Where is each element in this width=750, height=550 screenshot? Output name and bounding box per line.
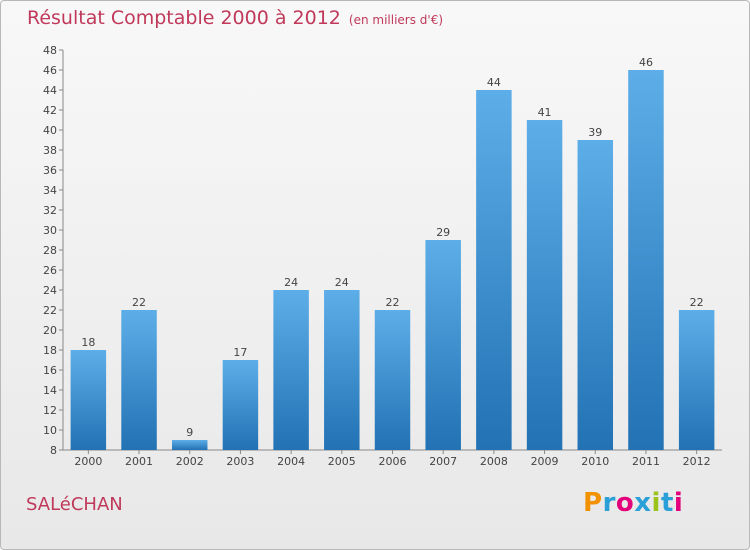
bar-2000 <box>70 350 107 450</box>
bar-2002 <box>171 440 208 450</box>
y-tick-label: 24 <box>43 284 57 297</box>
logo-letter: o <box>615 488 635 518</box>
logo-letter: r <box>602 488 616 518</box>
y-tick-label: 48 <box>43 44 57 57</box>
bar-2003 <box>222 360 259 450</box>
bar-2008 <box>476 90 512 450</box>
bar-2004 <box>273 290 309 450</box>
logo-letter: t <box>660 488 674 518</box>
logo-letter: x <box>634 488 652 518</box>
y-tick-label: 20 <box>43 324 57 337</box>
x-tick-label: 2003 <box>226 455 254 468</box>
bar-value-label: 18 <box>81 336 95 349</box>
bar-value-label: 22 <box>386 296 400 309</box>
bar-value-label: 44 <box>487 76 501 89</box>
logo-letter: i <box>673 488 684 518</box>
town-name: SALéCHAN <box>26 494 123 515</box>
y-tick-label: 30 <box>43 224 57 237</box>
x-tick-label: 2011 <box>632 455 660 468</box>
bar-value-label: 29 <box>436 226 450 239</box>
x-tick-label: 2005 <box>328 455 356 468</box>
y-tick-label: 26 <box>43 264 57 277</box>
bar-2001 <box>121 310 157 450</box>
y-tick-label: 12 <box>43 404 57 417</box>
x-tick-label: 2002 <box>176 455 204 468</box>
bar-2009 <box>526 120 563 450</box>
bar-2010 <box>577 140 614 450</box>
bar-2006 <box>374 310 411 450</box>
x-tick-label: 2004 <box>277 455 305 468</box>
y-tick-label: 46 <box>43 64 57 77</box>
x-tick-label: 2008 <box>480 455 508 468</box>
bar-2012 <box>678 310 715 450</box>
x-tick-label: 2009 <box>531 455 559 468</box>
y-axis: 8 10 12 14 16 18 20 22 24 26 28 30 32 34 36 38 40 42 44 46 4… <box>43 44 64 457</box>
x-tick-label: 2000 <box>74 455 102 468</box>
bar-value-label: 22 <box>132 296 146 309</box>
bars: 18 22 9 17 24 24 22 29 44 41 39 46 22 <box>70 56 715 450</box>
y-tick-label: 42 <box>43 104 57 117</box>
y-tick-label: 14 <box>43 384 57 397</box>
y-tick-label: 40 <box>43 124 57 137</box>
x-axis: 2000 2001 2002 2003 2004 2005 2006 2007 2008 2009… <box>63 449 722 468</box>
y-tick-label: 38 <box>43 144 57 157</box>
bar-value-label: 39 <box>588 126 602 139</box>
x-tick-label: 2010 <box>581 455 609 468</box>
chart-subtitle: (en milliers d'€) <box>348 13 444 27</box>
bar-value-label: 9 <box>186 426 193 439</box>
y-tick-label: 22 <box>43 304 57 317</box>
proxiti-logo[interactable]: Proxiti <box>583 488 683 518</box>
bar-2005 <box>324 290 360 450</box>
y-tick-label: 44 <box>43 84 57 97</box>
bar-value-label: 24 <box>335 276 349 289</box>
y-tick-label: 18 <box>43 344 57 357</box>
y-tick-label: 10 <box>43 424 57 437</box>
x-tick-label: 2007 <box>429 455 457 468</box>
x-tick-label: 2006 <box>379 455 407 468</box>
y-tick-label: 16 <box>43 364 57 377</box>
x-tick-label: 2012 <box>683 455 711 468</box>
chart-title-text: Résultat Comptable 2000 à 2012 <box>27 7 341 29</box>
y-tick-label: 8 <box>50 444 57 457</box>
bar-value-label: 41 <box>538 106 552 119</box>
bar-2011 <box>628 70 664 450</box>
bar-value-label: 24 <box>284 276 298 289</box>
bar-value-label: 17 <box>233 346 247 359</box>
y-tick-label: 36 <box>43 164 57 177</box>
bar-value-label: 22 <box>690 296 704 309</box>
logo-letter: P <box>583 488 603 518</box>
logo-letter: i <box>651 488 661 518</box>
y-tick-label: 28 <box>43 244 57 257</box>
x-tick-label: 2001 <box>125 455 153 468</box>
bar-2007 <box>425 240 461 450</box>
chart-title: Résultat Comptable 2000 à 2012 (en millie… <box>27 7 443 29</box>
y-tick-label: 32 <box>43 204 57 217</box>
bar-value-label: 46 <box>639 56 653 69</box>
y-tick-label: 34 <box>43 184 57 197</box>
